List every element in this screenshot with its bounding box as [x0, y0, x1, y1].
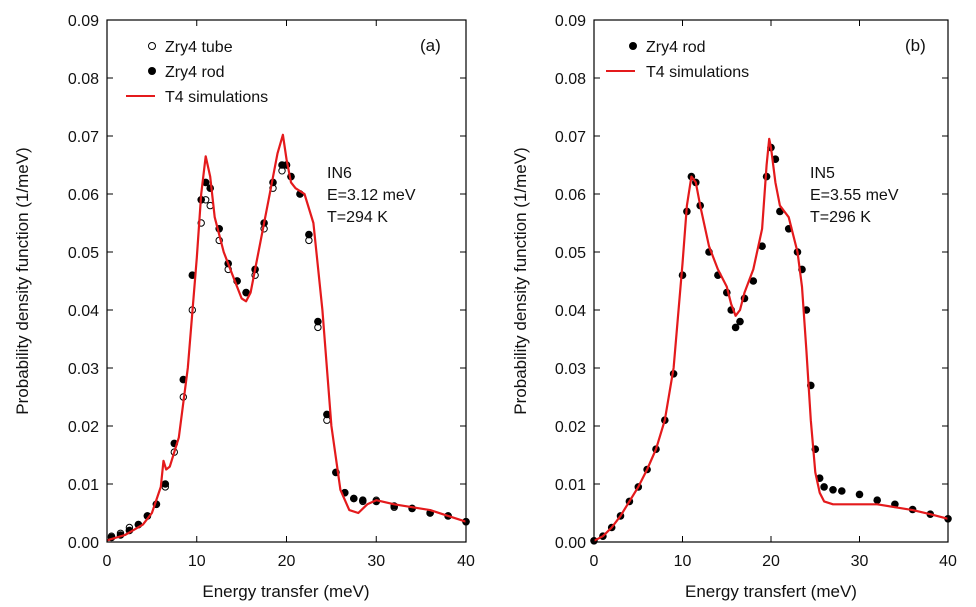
panel-b-x-axis-label: Energy transfert (meV): [685, 582, 857, 601]
legend-marker-zry4-rod: [148, 67, 156, 75]
data-point-zry4-rod: [855, 490, 864, 499]
data-point-zry4-rod: [731, 323, 740, 332]
x-tick-label: 0: [103, 553, 112, 570]
panel-b-annotation-temperature: T=296 K: [810, 209, 871, 226]
data-point-zry4-rod: [242, 288, 250, 297]
panel-a-annotation-instrument: IN6: [327, 165, 352, 182]
panel-a: 0 10 20 30 40 0.00 0.01 0.02 0.03 0.04 0.05 0.06 0.0…: [13, 13, 475, 601]
panel-a-plot-frame: [106, 19, 467, 543]
y-tick-label: 0.03: [555, 361, 586, 378]
legend-label-t4-simulations: T4 simulations: [165, 89, 268, 106]
y-tick-label: 0.02: [555, 419, 586, 436]
x-tick-label: 20: [278, 553, 296, 570]
data-point-zry4-rod: [350, 494, 358, 503]
y-tick-label: 0.08: [555, 71, 586, 88]
data-point-zry4-rod: [838, 487, 846, 495]
data-point-zry4-rod: [314, 317, 322, 326]
y-tick-label: 0.07: [555, 129, 586, 146]
data-point-zry4-rod: [749, 277, 758, 285]
data-point-zry4-rod: [736, 317, 744, 326]
x-tick-label: 40: [939, 553, 957, 570]
panel-b: 0 10 20 30 40 0.00 0.01 0.02 0.03 0.04 0.05 0.06 0.0…: [511, 13, 957, 601]
data-point-zry4-rod: [323, 410, 331, 419]
panel-a-annotation: IN6 E=3.12 meV T=294 K: [327, 165, 416, 226]
x-tick-label: 20: [762, 553, 780, 570]
series-line-t4-simulations: [106, 133, 467, 542]
panel-b-annotation-energy: E=3.55 meV: [810, 187, 899, 204]
x-tick-label: 30: [851, 553, 869, 570]
data-point-zry4-rod: [873, 496, 881, 505]
y-tick-label: 0.04: [555, 303, 586, 320]
panel-b-plot-data: [590, 137, 952, 545]
y-tick-label: 0.02: [68, 419, 99, 436]
legend-label-t4-simulations: T4 simulations: [646, 64, 749, 81]
y-tick-label: 0.09: [68, 13, 99, 30]
panel-a-annotation-temperature: T=294 K: [327, 209, 388, 226]
x-tick-label: 10: [674, 553, 692, 570]
panel-a-annotation-energy: E=3.12 meV: [327, 187, 416, 204]
y-tick-label: 0.08: [68, 71, 99, 88]
series-line-t4-simulations: [593, 137, 949, 542]
panel-b-axes: 0 10 20 30 40 0.00 0.01 0.02 0.03 0.04 0.05 0.06 0.0…: [555, 13, 957, 570]
data-point-zry4-rod: [758, 242, 766, 250]
y-tick-label: 0.05: [555, 245, 586, 262]
data-point-zry4-rod: [829, 486, 837, 494]
legend-marker-zry4-rod: [629, 42, 637, 50]
y-tick-label: 0.04: [68, 303, 99, 320]
x-tick-label: 40: [457, 553, 475, 570]
data-point-zry4-rod: [161, 480, 170, 488]
panel-a-x-axis-label: Energy transfer (meV): [202, 582, 369, 601]
panel-b-legend: Zry4 rod T4 simulations: [606, 39, 749, 81]
panel-b-y-axis-label: Probability density function (1/meV): [511, 147, 530, 414]
x-tick-label: 30: [367, 553, 385, 570]
panel-a-y-axis-label: Probability density function (1/meV): [13, 147, 32, 414]
data-point-zry4-rod: [820, 483, 828, 491]
y-tick-label: 0.00: [68, 535, 99, 552]
y-tick-label: 0.09: [555, 13, 586, 30]
panel-a-legend: Zry4 tube Zry4 rod T4 simulations: [126, 39, 268, 106]
x-tick-label: 0: [590, 553, 599, 570]
y-tick-label: 0.00: [555, 535, 586, 552]
y-tick-label: 0.03: [68, 361, 99, 378]
legend-label-zry4-tube: Zry4 tube: [165, 39, 233, 56]
panel-b-annotation-instrument: IN5: [810, 165, 835, 182]
y-tick-label: 0.07: [68, 129, 99, 146]
panel-a-plot-data: [106, 133, 470, 542]
legend-marker-zry4-tube: [148, 42, 156, 50]
panel-a-label: (a): [420, 36, 441, 55]
y-tick-label: 0.06: [555, 187, 586, 204]
x-tick-label: 10: [188, 553, 206, 570]
data-point-zry4-rod: [359, 496, 367, 505]
legend-label-zry4-rod: Zry4 rod: [165, 64, 225, 81]
legend-label-zry4-rod: Zry4 rod: [646, 39, 706, 56]
y-tick-label: 0.05: [68, 245, 99, 262]
y-tick-label: 0.01: [555, 477, 586, 494]
y-tick-label: 0.01: [68, 477, 99, 494]
data-point-zry4-rod: [305, 230, 313, 239]
panel-b-plot-frame: [593, 19, 949, 543]
y-tick-label: 0.06: [68, 187, 99, 204]
panel-b-label: (b): [905, 36, 926, 55]
panel-b-annotation: IN5 E=3.55 meV T=296 K: [810, 165, 899, 226]
panel-a-axes: 0 10 20 30 40 0.00 0.01 0.02 0.03 0.04 0.05 0.06 0.0…: [68, 13, 475, 570]
